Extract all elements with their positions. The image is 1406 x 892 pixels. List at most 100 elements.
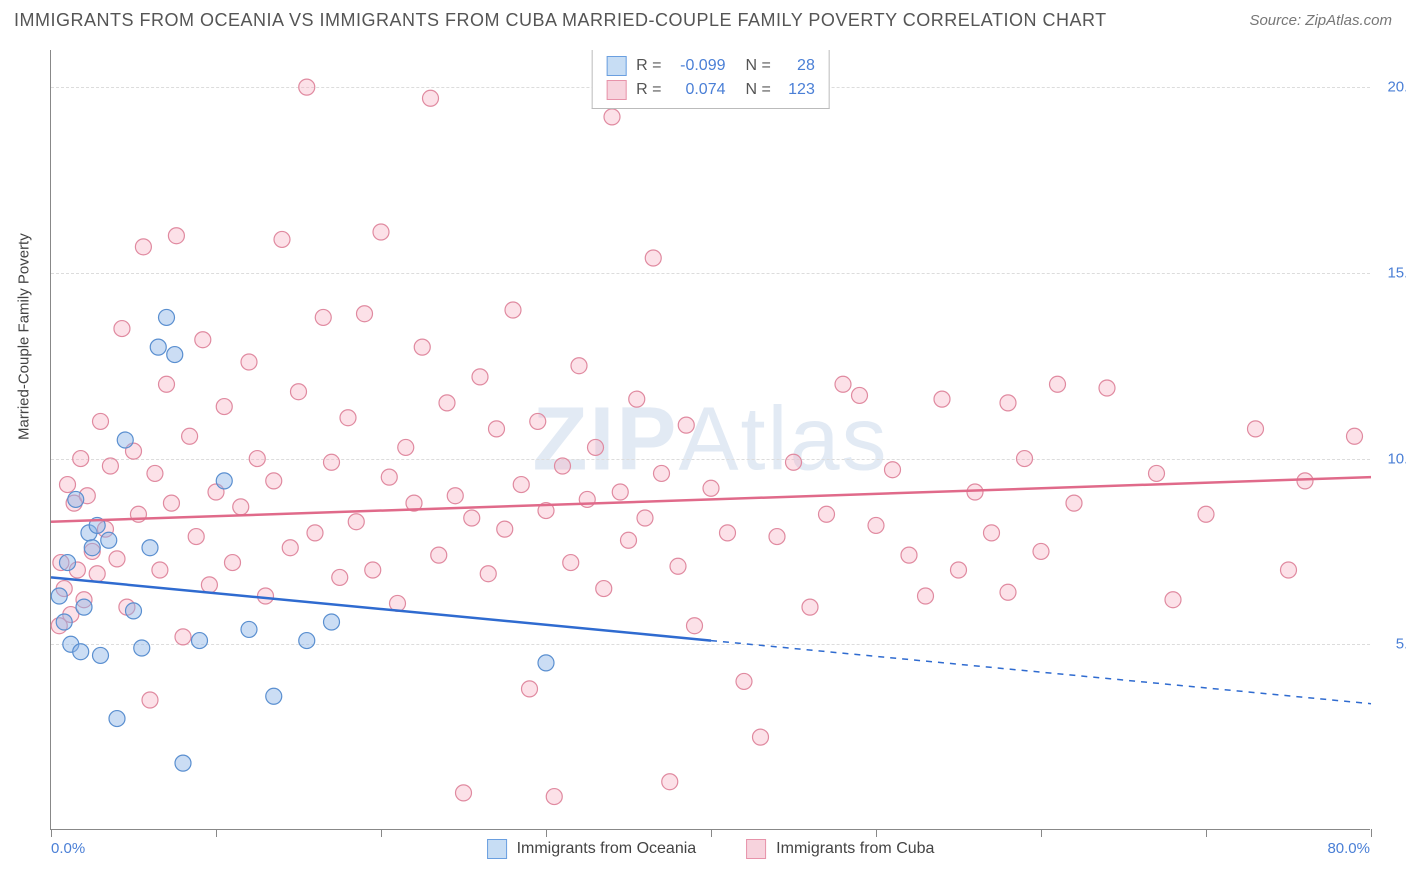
scatter-point-cuba bbox=[984, 525, 1000, 541]
scatter-point-cuba bbox=[604, 109, 620, 125]
xtick bbox=[1206, 829, 1207, 837]
scatter-point-cuba bbox=[340, 410, 356, 426]
scatter-point-oceania bbox=[68, 491, 84, 507]
scatter-point-cuba bbox=[1248, 421, 1264, 437]
scatter-point-cuba bbox=[201, 577, 217, 593]
plot-area: ZIPAtlas 5.0%10.0%15.0%20.0% R = -0.099 … bbox=[50, 50, 1370, 830]
legend-item-oceania: Immigrants from Oceania bbox=[487, 839, 697, 859]
scatter-point-cuba bbox=[291, 384, 307, 400]
scatter-point-cuba bbox=[720, 525, 736, 541]
scatter-point-oceania bbox=[117, 432, 133, 448]
scatter-point-cuba bbox=[472, 369, 488, 385]
scatter-point-cuba bbox=[1000, 395, 1016, 411]
scatter-point-cuba bbox=[152, 562, 168, 578]
scatter-point-cuba bbox=[373, 224, 389, 240]
scatter-point-cuba bbox=[819, 506, 835, 522]
scatter-point-cuba bbox=[489, 421, 505, 437]
scatter-point-cuba bbox=[513, 477, 529, 493]
scatter-point-cuba bbox=[1099, 380, 1115, 396]
scatter-point-oceania bbox=[175, 755, 191, 771]
scatter-point-cuba bbox=[102, 458, 118, 474]
scatter-point-cuba bbox=[348, 514, 364, 530]
scatter-point-cuba bbox=[241, 354, 257, 370]
legend-label-cuba: Immigrants from Cuba bbox=[776, 840, 934, 858]
scatter-point-oceania bbox=[266, 688, 282, 704]
scatter-point-oceania bbox=[56, 614, 72, 630]
scatter-point-oceania bbox=[73, 644, 89, 660]
scatter-point-cuba bbox=[1033, 543, 1049, 559]
scatter-point-cuba bbox=[365, 562, 381, 578]
legend-bottom: Immigrants from Oceania Immigrants from … bbox=[487, 839, 935, 859]
scatter-point-cuba bbox=[299, 79, 315, 95]
scatter-point-cuba bbox=[662, 774, 678, 790]
scatter-point-cuba bbox=[654, 465, 670, 481]
scatter-point-cuba bbox=[195, 332, 211, 348]
scatter-point-cuba bbox=[852, 387, 868, 403]
scatter-point-cuba bbox=[497, 521, 513, 537]
scatter-point-cuba bbox=[769, 529, 785, 545]
scatter-point-cuba bbox=[802, 599, 818, 615]
scatter-point-cuba bbox=[629, 391, 645, 407]
stats-legend-box: R = -0.099 N = 28 R = 0.074 N = 123 bbox=[591, 50, 830, 109]
scatter-point-cuba bbox=[1297, 473, 1313, 489]
scatter-point-cuba bbox=[1050, 376, 1066, 392]
yaxis-title: Married-Couple Family Poverty bbox=[16, 233, 33, 440]
scatter-point-cuba bbox=[159, 376, 175, 392]
scatter-point-cuba bbox=[480, 566, 496, 582]
scatter-point-cuba bbox=[332, 569, 348, 585]
chart-svg bbox=[51, 50, 1370, 829]
scatter-point-cuba bbox=[505, 302, 521, 318]
legend-item-cuba: Immigrants from Cuba bbox=[746, 839, 934, 859]
scatter-point-oceania bbox=[142, 540, 158, 556]
scatter-point-cuba bbox=[274, 231, 290, 247]
scatter-point-cuba bbox=[266, 473, 282, 489]
scatter-point-cuba bbox=[168, 228, 184, 244]
n-value-oceania: 28 bbox=[779, 54, 815, 78]
scatter-point-cuba bbox=[147, 465, 163, 481]
xaxis-start-label: 0.0% bbox=[51, 840, 85, 857]
scatter-point-oceania bbox=[216, 473, 232, 489]
scatter-point-oceania bbox=[538, 655, 554, 671]
scatter-point-oceania bbox=[299, 633, 315, 649]
xtick bbox=[1041, 829, 1042, 837]
ytick-label: 15.0% bbox=[1387, 264, 1406, 281]
scatter-point-oceania bbox=[324, 614, 340, 630]
legend-swatch-cuba bbox=[746, 839, 766, 859]
scatter-point-cuba bbox=[967, 484, 983, 500]
scatter-point-cuba bbox=[1165, 592, 1181, 608]
scatter-point-cuba bbox=[868, 517, 884, 533]
scatter-point-cuba bbox=[93, 413, 109, 429]
scatter-point-cuba bbox=[89, 566, 105, 582]
scatter-point-oceania bbox=[167, 347, 183, 363]
scatter-point-cuba bbox=[901, 547, 917, 563]
scatter-point-cuba bbox=[1281, 562, 1297, 578]
scatter-point-cuba bbox=[1149, 465, 1165, 481]
scatter-point-oceania bbox=[134, 640, 150, 656]
scatter-point-cuba bbox=[258, 588, 274, 604]
scatter-point-cuba bbox=[188, 529, 204, 545]
scatter-point-oceania bbox=[101, 532, 117, 548]
scatter-point-cuba bbox=[464, 510, 480, 526]
scatter-point-cuba bbox=[546, 789, 562, 805]
scatter-point-cuba bbox=[596, 581, 612, 597]
trendline-oceania-dashed bbox=[711, 641, 1371, 704]
stats-row-cuba: R = 0.074 N = 123 bbox=[606, 78, 815, 102]
xtick bbox=[216, 829, 217, 837]
scatter-point-cuba bbox=[315, 309, 331, 325]
scatter-point-cuba bbox=[703, 480, 719, 496]
scatter-point-cuba bbox=[687, 618, 703, 634]
scatter-point-cuba bbox=[530, 413, 546, 429]
scatter-point-cuba bbox=[645, 250, 661, 266]
scatter-point-oceania bbox=[76, 599, 92, 615]
xaxis-end-label: 80.0% bbox=[1327, 840, 1370, 857]
scatter-point-cuba bbox=[571, 358, 587, 374]
scatter-point-cuba bbox=[324, 454, 340, 470]
scatter-point-cuba bbox=[381, 469, 397, 485]
legend-swatch-oceania bbox=[487, 839, 507, 859]
scatter-point-oceania bbox=[60, 555, 76, 571]
scatter-point-oceania bbox=[150, 339, 166, 355]
scatter-point-cuba bbox=[414, 339, 430, 355]
scatter-point-cuba bbox=[233, 499, 249, 515]
scatter-point-cuba bbox=[163, 495, 179, 511]
scatter-point-cuba bbox=[934, 391, 950, 407]
